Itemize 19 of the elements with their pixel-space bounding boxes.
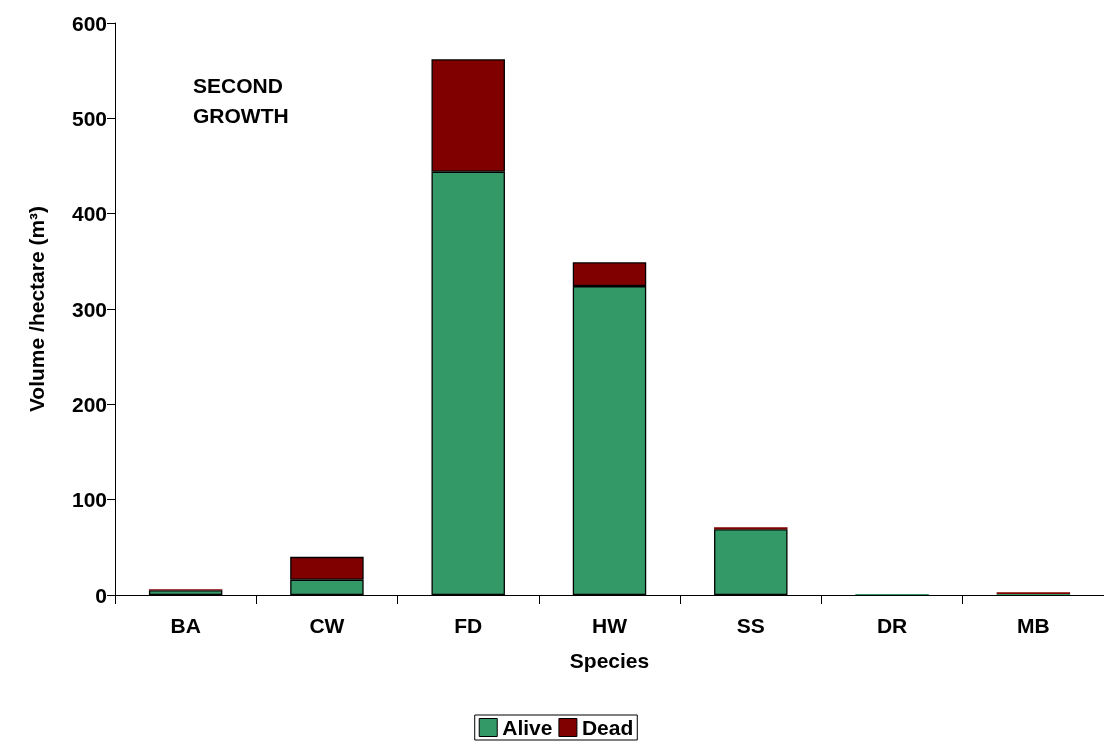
y-tick-label: 200 xyxy=(71,392,107,416)
y-tick-label: 0 xyxy=(95,583,107,607)
x-axis-title: Species xyxy=(569,649,650,672)
x-tick-label: SS xyxy=(736,614,765,637)
y-tick-label: 600 xyxy=(71,11,107,35)
y-tick-label: 500 xyxy=(71,106,107,130)
y-tick-label: 400 xyxy=(71,202,107,226)
x-tick-label: BA xyxy=(170,614,201,637)
legend-label: Dead xyxy=(581,716,634,739)
x-tick-label: DR xyxy=(876,614,908,637)
y-tick-label: 100 xyxy=(71,488,107,512)
annotation: SECOND GROWTH xyxy=(193,73,289,127)
y-tick-label: 300 xyxy=(71,297,107,321)
y-axis-title: Volume /hectare (m³) xyxy=(25,205,48,413)
x-tick-label: MB xyxy=(1017,614,1050,637)
legend-label: Alive xyxy=(502,716,553,739)
x-tick-label: FD xyxy=(454,614,483,637)
x-tick-label: HW xyxy=(592,614,628,637)
x-tick-label: CW xyxy=(309,614,345,637)
